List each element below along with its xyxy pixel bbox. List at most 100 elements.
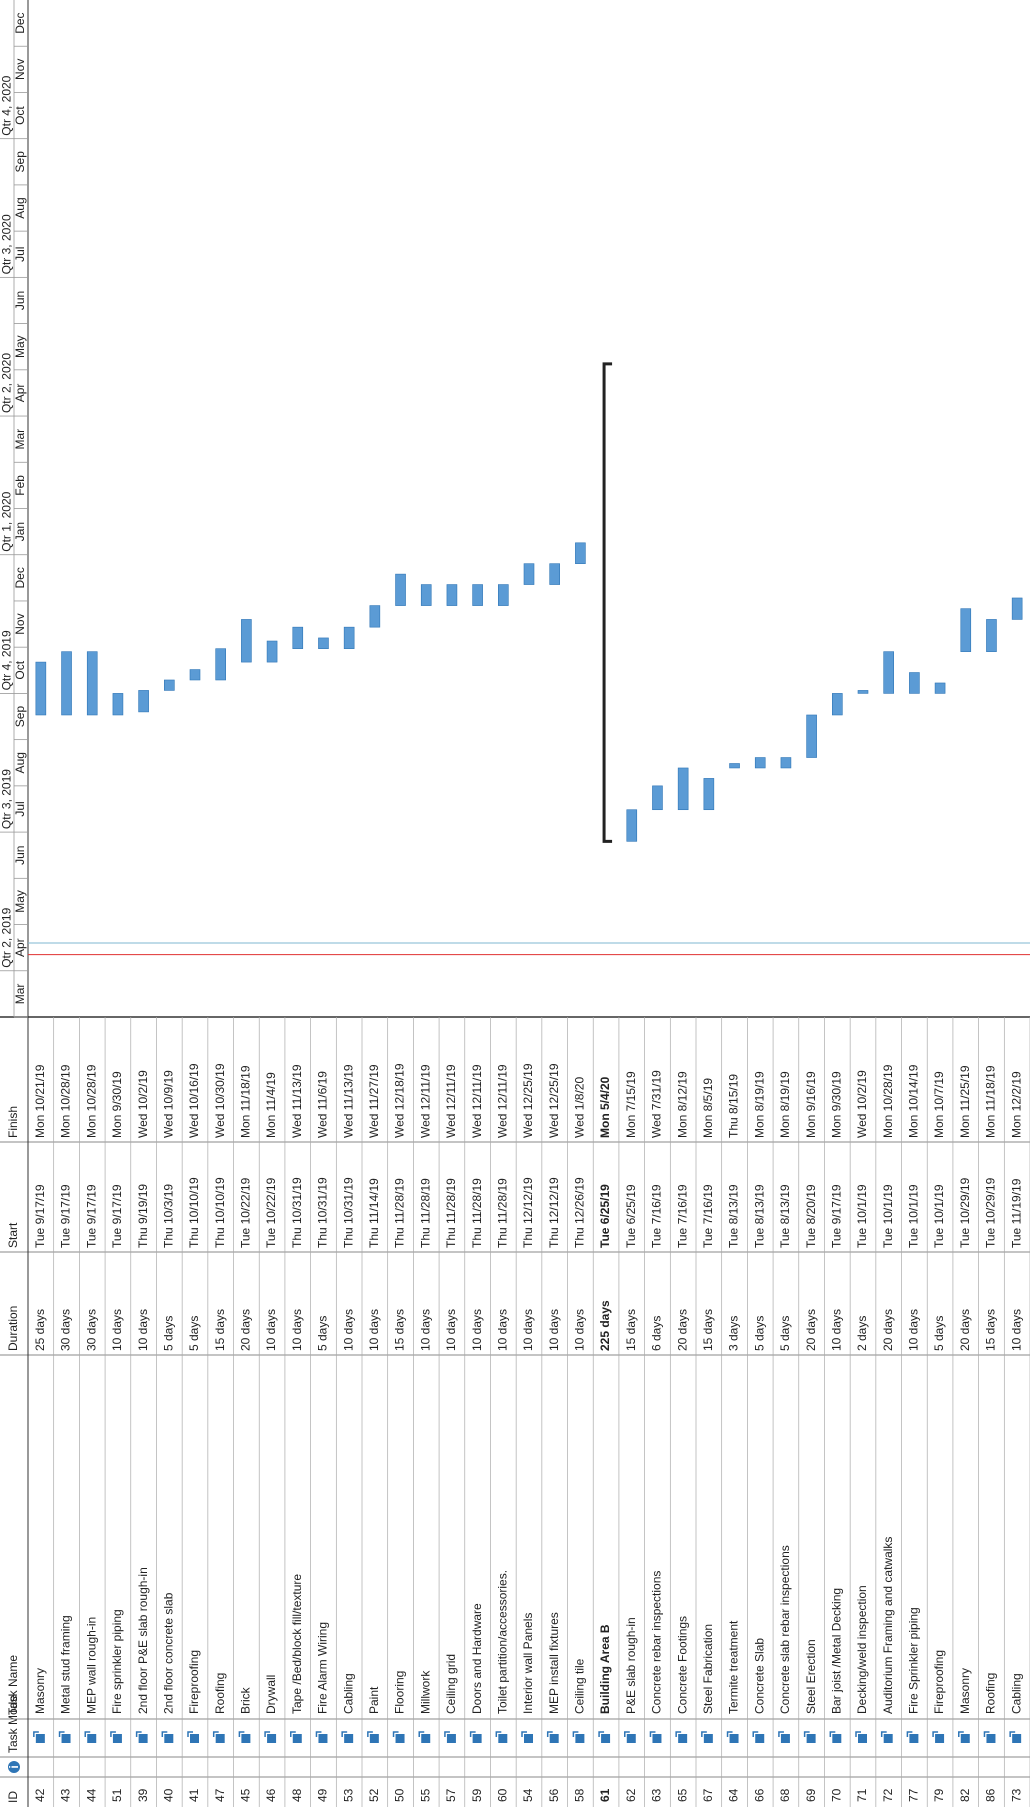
task-bar [729,763,740,769]
task-start: Tue 10/29/19 [984,1177,998,1248]
mode-icon [421,1734,431,1743]
mode-icon [215,1734,225,1743]
summary-bar [602,362,613,843]
task-name: Fire sprinkler piping [110,1609,124,1714]
task-bar [35,661,47,716]
task-finish: Mon 11/18/19 [239,1065,253,1138]
task-id: 44 [84,1788,98,1802]
mode-icon [446,1734,456,1743]
task-start: Tue 7/16/19 [675,1184,689,1248]
month-label: Sep [13,706,27,728]
task-duration: 15 days [624,1309,638,1351]
task-start: Tue 8/13/19 [752,1184,766,1248]
mode-arrow [572,1731,579,1737]
mode-icon [267,1734,277,1743]
task-duration: 10 days [829,1309,843,1351]
column-header: Duration [6,1306,20,1351]
task-duration: 10 days [495,1309,509,1351]
task-bar [780,757,792,769]
task-name: MEP wall rough-in [84,1617,98,1714]
task-name: Interior wall Panels [521,1613,535,1714]
task-id: 62 [624,1788,638,1802]
task-start: Tue 9/17/19 [110,1184,124,1248]
task-id: 60 [495,1788,509,1802]
task-duration: 20 days [881,1309,895,1351]
task-id: 56 [547,1788,561,1802]
task-finish: Mon 10/28/19 [881,1064,895,1138]
task-start: Tue 8/20/19 [804,1184,818,1248]
mode-arrow [212,1731,219,1737]
task-name: Fire Sprinkler piping [907,1607,921,1714]
mode-icon [369,1734,379,1743]
mode-icon [190,1734,199,1743]
task-name: Roofing [984,1673,998,1714]
mode-arrow [880,1731,887,1737]
task-name: Steel Fabrication [701,1624,715,1714]
task-id: 68 [778,1788,792,1802]
task-name: Drywall [264,1675,278,1714]
mode-icon [601,1734,611,1743]
task-start: Thu 12/12/19 [521,1177,535,1248]
task-id: 77 [907,1788,921,1802]
month-label: Jan [13,522,27,541]
task-id: 48 [290,1788,304,1802]
task-duration: 10 days [110,1309,124,1351]
task-id: 46 [264,1788,278,1802]
month-label: Apr [13,384,27,403]
task-start: Thu 9/19/19 [136,1184,150,1248]
task-duration: 20 days [804,1309,818,1351]
task-finish: Mon 8/19/19 [752,1071,766,1138]
task-start: Thu 11/28/19 [418,1178,432,1248]
task-start: Tue 9/17/19 [84,1184,98,1248]
task-start: Tue 10/29/19 [958,1177,972,1248]
task-start: Thu 10/31/19 [290,1177,304,1248]
task-id: 57 [444,1788,458,1802]
task-start: Tue 6/25/19 [598,1184,612,1248]
task-duration: 20 days [958,1309,972,1351]
quarter-label: Qtr 3, 2020 [0,214,14,274]
task-start: Tue 7/16/19 [701,1184,715,1248]
mode-icon [395,1734,405,1743]
task-finish: Mon 7/15/19 [624,1071,638,1138]
task-duration: 5 days [316,1316,330,1351]
mode-icon [138,1734,148,1743]
task-name: Concrete rebar inspections [650,1571,664,1714]
mode-arrow [469,1731,476,1737]
task-bar [164,679,175,691]
task-finish: Wed 10/9/19 [161,1070,175,1138]
task-bar [652,785,663,811]
quarter-label: Qtr 3, 2019 [0,769,14,829]
task-bar [806,714,817,758]
task-finish: Wed 10/16/19 [187,1063,201,1138]
mode-icon [35,1734,45,1743]
mode-arrow [829,1731,836,1737]
mode-icon [986,1734,996,1743]
mode-icon [935,1734,945,1743]
task-id: 70 [829,1788,843,1802]
mode-arrow [341,1731,348,1737]
mode-arrow [675,1731,682,1737]
mode-arrow [649,1731,656,1737]
task-finish: Mon 8/12/19 [675,1071,689,1138]
mode-icon [806,1734,816,1743]
task-finish: Mon 10/28/19 [59,1064,73,1138]
task-finish: Wed 12/25/19 [521,1063,535,1138]
task-start: Thu 10/10/19 [187,1177,201,1248]
task-bar [1011,597,1023,620]
task-duration: 25 days [33,1309,47,1351]
mode-arrow [803,1731,810,1737]
task-bar [446,584,458,606]
task-bar [86,651,98,716]
task-bar [292,626,304,649]
task-duration: 30 days [84,1309,98,1351]
task-id: 71 [855,1788,869,1802]
mode-icon [61,1734,71,1743]
task-id: 65 [675,1788,689,1802]
mode-arrow [315,1731,322,1737]
task-start: Thu 12/26/19 [573,1177,587,1248]
task-finish: Thu 8/15/19 [727,1074,741,1138]
task-bar [241,619,252,663]
task-name: Termite treatment [727,1620,741,1714]
task-finish: Mon 10/7/19 [932,1071,946,1138]
